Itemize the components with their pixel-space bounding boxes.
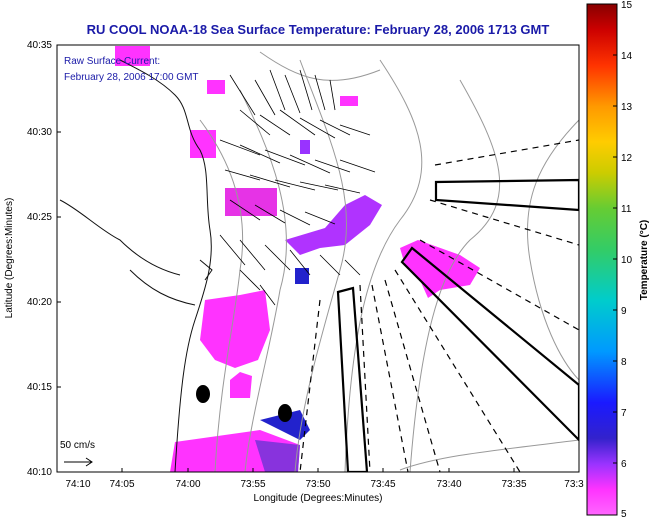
y-tick-label: 40:20 [27, 297, 52, 308]
x-tick-labels: 74:10 74:05 74:00 73:55 73:50 73:45 73:4… [65, 479, 584, 490]
y-tick-label: 40:35 [27, 40, 52, 51]
colorbar-tick-label: 9 [621, 306, 627, 317]
colorbar-tick-label: 7 [621, 408, 627, 419]
colorbar-gradient [586, 3, 618, 516]
x-axis-label: Longitude (Degrees:Minutes) [254, 493, 383, 504]
colorbar-tick-label: 12 [621, 153, 633, 164]
figure-title: RU COOL NOAA-18 Sea Surface Temperature:… [87, 22, 550, 37]
y-tick-label: 40:10 [27, 467, 52, 478]
x-tick-label: 73:50 [305, 479, 330, 490]
x-tick-label: 73:55 [240, 479, 265, 490]
current-vectors [219, 69, 376, 306]
y-axis-label: Latitude (Degrees:Minutes) [4, 198, 15, 319]
colorbar-tick-label: 13 [621, 102, 633, 113]
x-tick-label: 73:3 [564, 479, 584, 490]
colorbar-tick-label: 5 [621, 509, 627, 519]
y-tick-label: 40:25 [27, 212, 52, 223]
colorbar-tick-label: 8 [621, 357, 627, 368]
y-tick-labels: 40:35 40:30 40:25 40:20 40:15 40:10 [27, 40, 52, 478]
sector-lines [299, 139, 579, 472]
scale-label: 50 cm/s [60, 440, 95, 451]
colorbar-tick-label: 6 [621, 459, 627, 470]
x-tick-label: 73:35 [501, 479, 526, 490]
x-tick-label: 74:05 [109, 479, 134, 490]
x-tick-label: 74:00 [175, 479, 200, 490]
map-area: Raw Surface Current: February 28, 2006 1… [57, 45, 579, 472]
x-tick-label: 73:45 [370, 479, 395, 490]
colorbar-tick-label: 10 [621, 255, 633, 266]
colorbar-ticks [613, 54, 617, 464]
colorbar-tick-label: 11 [621, 204, 632, 215]
y-tick-label: 40:30 [27, 127, 52, 138]
channel-outlines [336, 178, 579, 472]
y-ticks [57, 44, 61, 473]
x-tick-label: 73:40 [436, 479, 461, 490]
colorbar-label: Temperature (°C) [639, 220, 650, 301]
colorbar: 15 14 13 12 11 10 9 8 7 6 5 Temperature … [586, 0, 650, 519]
scale-arrow [64, 457, 93, 467]
bathymetry-contours [199, 51, 579, 472]
coastline [59, 59, 213, 472]
station-marker [278, 404, 292, 422]
x-ticks [56, 468, 580, 472]
y-tick-label: 40:15 [27, 382, 52, 393]
inset-line-1: Raw Surface Current: [64, 56, 160, 67]
colorbar-tick-label: 15 [621, 0, 633, 11]
x-tick-label: 74:10 [65, 479, 90, 490]
inset-line-2: February 28, 2006 17:00 GMT [64, 72, 199, 83]
colorbar-tick-label: 14 [621, 51, 633, 62]
station-marker [196, 385, 210, 403]
